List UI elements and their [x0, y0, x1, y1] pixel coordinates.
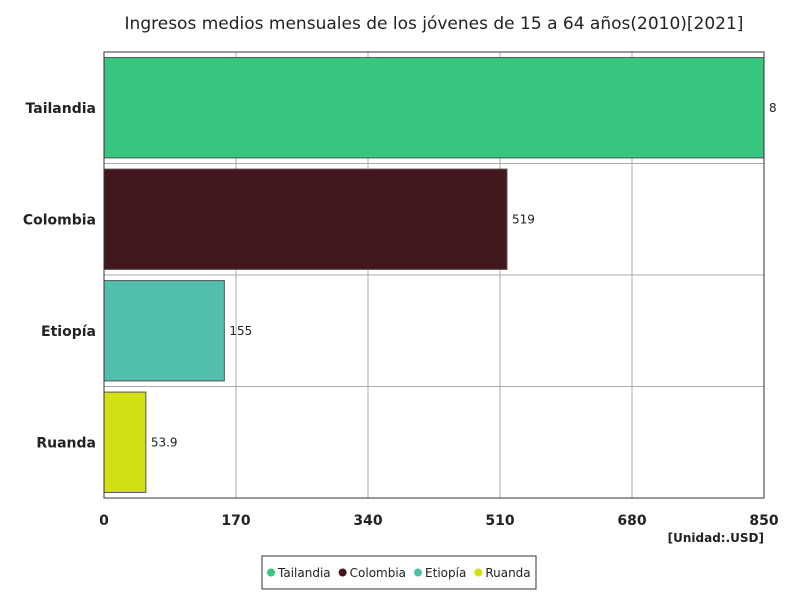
x-tick-label: 680 — [617, 513, 646, 529]
category-label: Colombia — [23, 212, 96, 228]
x-tick-label: 850 — [749, 513, 778, 529]
value-axis: 0 170 340 510 680 850 — [99, 513, 779, 529]
x-tick-label: 0 — [99, 513, 109, 529]
legend-label: Etiopía — [425, 566, 466, 580]
bar-colombia — [103, 168, 508, 270]
data-label: 155 — [229, 324, 252, 338]
legend-label: Ruanda — [485, 566, 530, 580]
x-tick-label: 510 — [485, 513, 514, 529]
category-axis: Tailandia Colombia Etiopía Ruanda — [23, 101, 96, 452]
legend-marker — [474, 568, 483, 577]
x-tick-label: 340 — [353, 513, 382, 529]
category-label: Etiopía — [41, 324, 96, 340]
bar-ruanda — [103, 391, 147, 493]
category-label: Ruanda — [36, 435, 96, 451]
legend-label: Tailandia — [277, 566, 331, 580]
data-labels: 8 519 155 53.9 — [151, 101, 777, 450]
legend-marker — [338, 568, 347, 577]
data-label: 8 — [769, 101, 777, 115]
bars — [103, 57, 765, 493]
legend-marker — [414, 568, 423, 577]
bar-tailandia — [103, 57, 765, 159]
unit-label: [Unidad:.USD] — [668, 531, 764, 545]
chart-title: Ingresos medios mensuales de los jóvenes… — [125, 14, 744, 34]
plot-area-frame — [103, 51, 765, 499]
bar-etiopía — [103, 280, 225, 382]
legend: Tailandia Colombia Etiopía Ruanda — [261, 555, 537, 590]
x-tick-label: 170 — [221, 513, 250, 529]
data-label: 519 — [512, 212, 535, 226]
legend-label: Colombia — [350, 566, 406, 580]
data-label: 53.9 — [151, 435, 178, 449]
category-label: Tailandia — [26, 101, 96, 117]
legend-marker — [267, 568, 275, 577]
legend-box — [261, 555, 537, 590]
